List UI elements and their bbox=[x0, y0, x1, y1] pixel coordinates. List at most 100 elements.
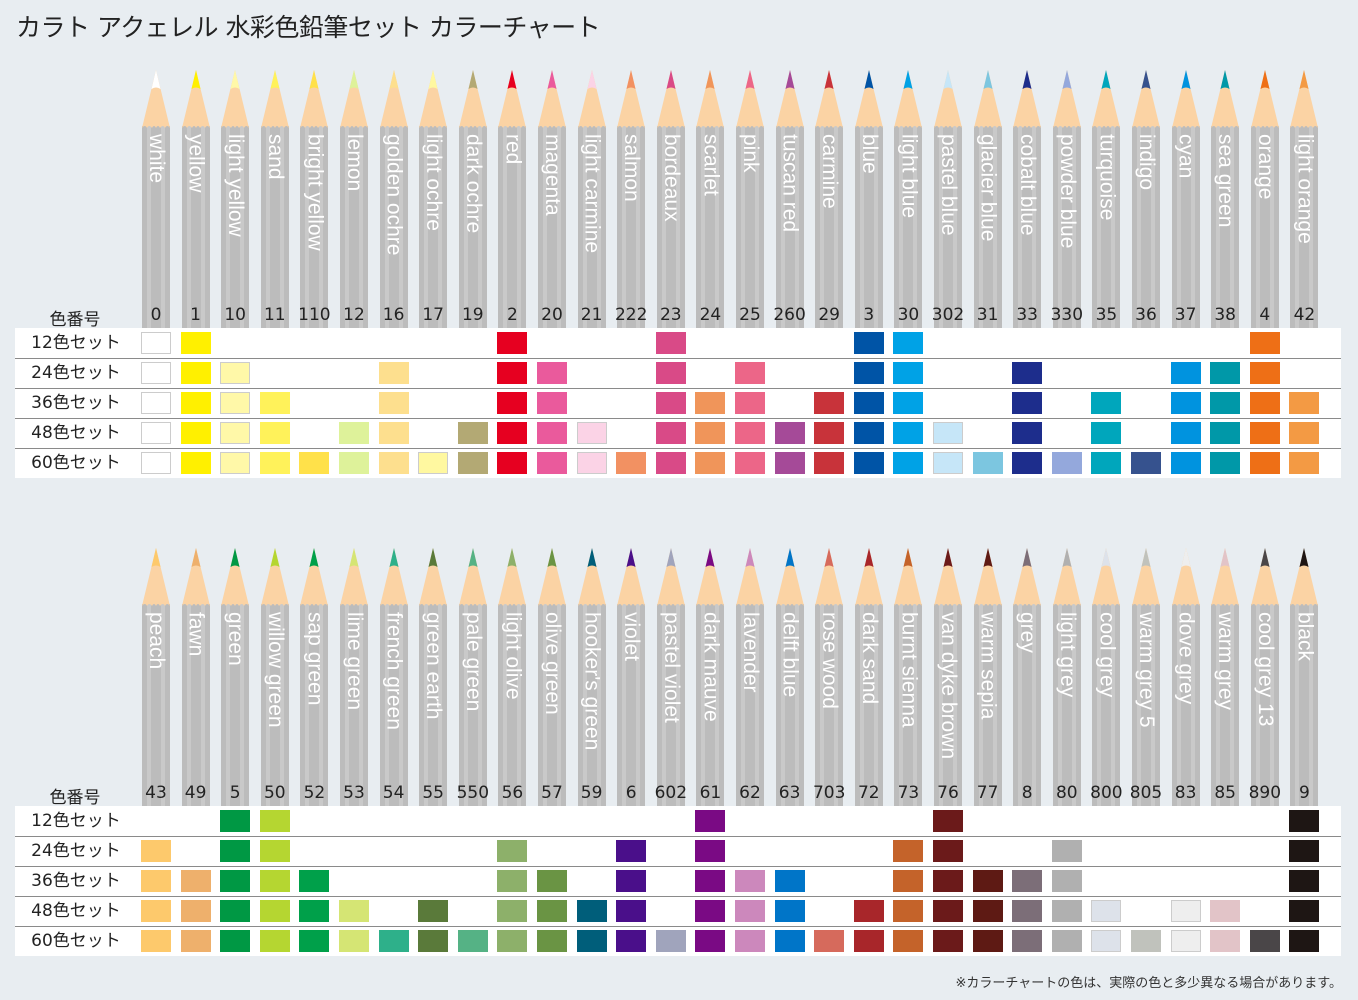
pencil-graphic bbox=[934, 548, 962, 806]
color-swatch bbox=[576, 900, 607, 922]
color-swatch bbox=[774, 422, 805, 444]
color-swatch bbox=[497, 840, 528, 862]
pencil: pastel violet bbox=[651, 548, 691, 806]
color-swatch bbox=[418, 900, 449, 922]
color-swatch bbox=[457, 422, 488, 444]
color-swatch bbox=[1012, 930, 1043, 952]
pencil-graphic bbox=[1171, 70, 1200, 328]
pencil-color-name: pink bbox=[739, 134, 762, 173]
color-swatch bbox=[893, 930, 924, 952]
color-swatch bbox=[339, 422, 369, 444]
pencil: indigo bbox=[1126, 70, 1166, 328]
pencil-graphic bbox=[340, 70, 368, 328]
row-divider bbox=[15, 448, 1341, 449]
color-swatch bbox=[537, 870, 567, 892]
set-row-label: 48色セット bbox=[31, 423, 121, 443]
pencil-color-name: carmine bbox=[818, 134, 842, 209]
color-swatch bbox=[853, 422, 884, 444]
color-number: 31 bbox=[976, 305, 999, 325]
color-swatch bbox=[853, 930, 884, 952]
color-number: 302 bbox=[931, 305, 965, 325]
color-swatch bbox=[735, 900, 765, 922]
color-swatch bbox=[1170, 930, 1201, 952]
row-divider bbox=[15, 836, 1341, 837]
color-number: 77 bbox=[976, 783, 999, 803]
pencil-color-name: rose wood bbox=[818, 612, 842, 709]
color-swatch bbox=[1210, 392, 1241, 414]
color-swatch bbox=[814, 422, 845, 444]
color-swatch bbox=[655, 452, 686, 474]
color-swatch bbox=[933, 930, 963, 952]
pencil-color-name: magenta bbox=[541, 134, 564, 216]
color-number: 56 bbox=[501, 783, 524, 803]
set-row-label: 12色セット bbox=[31, 811, 121, 831]
color-number: 37 bbox=[1174, 305, 1197, 325]
color-number: 72 bbox=[857, 783, 880, 803]
color-swatch bbox=[1051, 840, 1082, 862]
pencil-color-name: fawn bbox=[184, 612, 208, 657]
pencil: cool grey bbox=[1086, 548, 1126, 806]
color-swatch bbox=[378, 930, 409, 952]
color-number: 24 bbox=[699, 305, 722, 325]
pencil-graphic bbox=[1132, 70, 1160, 328]
color-swatch bbox=[1012, 870, 1043, 892]
color-swatch bbox=[893, 840, 924, 862]
color-swatch bbox=[141, 332, 171, 354]
pencil: rose wood bbox=[809, 548, 849, 806]
pencil-color-name: dark ochre bbox=[461, 134, 485, 234]
color-swatch bbox=[457, 452, 488, 474]
pencil: warm grey 5 bbox=[1126, 548, 1166, 806]
pencil-graphic bbox=[1052, 548, 1081, 806]
row-divider bbox=[15, 866, 1341, 867]
pencil-color-name: yellow bbox=[184, 134, 208, 193]
pencil-graphic bbox=[854, 548, 883, 806]
color-number: 260 bbox=[773, 305, 806, 325]
pencil: van dyke brown bbox=[928, 548, 968, 806]
color-swatch bbox=[735, 930, 765, 952]
pencil: cobalt blue bbox=[1007, 70, 1047, 328]
pencil-color-name: salmon bbox=[620, 134, 644, 202]
pencil: hooker's green bbox=[572, 548, 612, 806]
color-swatch bbox=[655, 332, 686, 354]
pencil-color-name: warm sepia bbox=[976, 612, 1000, 720]
pencil: scarlet bbox=[690, 70, 730, 328]
pencil: cyan bbox=[1166, 70, 1206, 328]
color-swatch bbox=[1012, 362, 1043, 384]
color-swatch bbox=[774, 900, 805, 922]
color-swatch bbox=[972, 870, 1003, 892]
pencil-graphic bbox=[142, 548, 170, 806]
pencil-graphic bbox=[1171, 548, 1200, 806]
pencil-graphic bbox=[736, 548, 764, 806]
color-swatch bbox=[220, 362, 251, 384]
color-swatch bbox=[655, 422, 686, 444]
pencil-graphic bbox=[379, 70, 408, 328]
color-swatch bbox=[1289, 392, 1320, 414]
color-swatch bbox=[1012, 422, 1043, 444]
pencil: light yellow bbox=[215, 70, 255, 328]
color-swatch bbox=[655, 362, 686, 384]
color-number: 36 bbox=[1135, 305, 1157, 325]
color-swatch bbox=[259, 810, 290, 832]
pencil: yellow bbox=[176, 70, 216, 328]
pencil: dark ochre bbox=[453, 70, 493, 328]
color-swatch bbox=[1170, 452, 1201, 474]
pencil-graphic bbox=[1290, 70, 1319, 328]
color-swatch bbox=[853, 392, 884, 414]
color-number: 800 bbox=[1090, 783, 1123, 803]
color-number: 16 bbox=[382, 305, 405, 325]
color-swatch bbox=[141, 392, 171, 414]
pencil: sea green bbox=[1205, 70, 1245, 328]
color-swatch bbox=[933, 422, 963, 444]
pencil-color-name: grey bbox=[1016, 612, 1040, 653]
pencil: bordeaux bbox=[651, 70, 691, 328]
color-number: 43 bbox=[145, 783, 167, 803]
color-number: 222 bbox=[614, 305, 648, 325]
color-swatch bbox=[933, 452, 963, 474]
pencil-graphic bbox=[815, 70, 844, 328]
color-number: 38 bbox=[1214, 305, 1236, 325]
pencil: dove grey bbox=[1166, 548, 1206, 806]
pencil: tuscan red bbox=[770, 70, 810, 328]
pencil-graphic bbox=[854, 70, 883, 328]
color-number: 35 bbox=[1095, 305, 1118, 325]
pencil: light grey bbox=[1047, 548, 1087, 806]
